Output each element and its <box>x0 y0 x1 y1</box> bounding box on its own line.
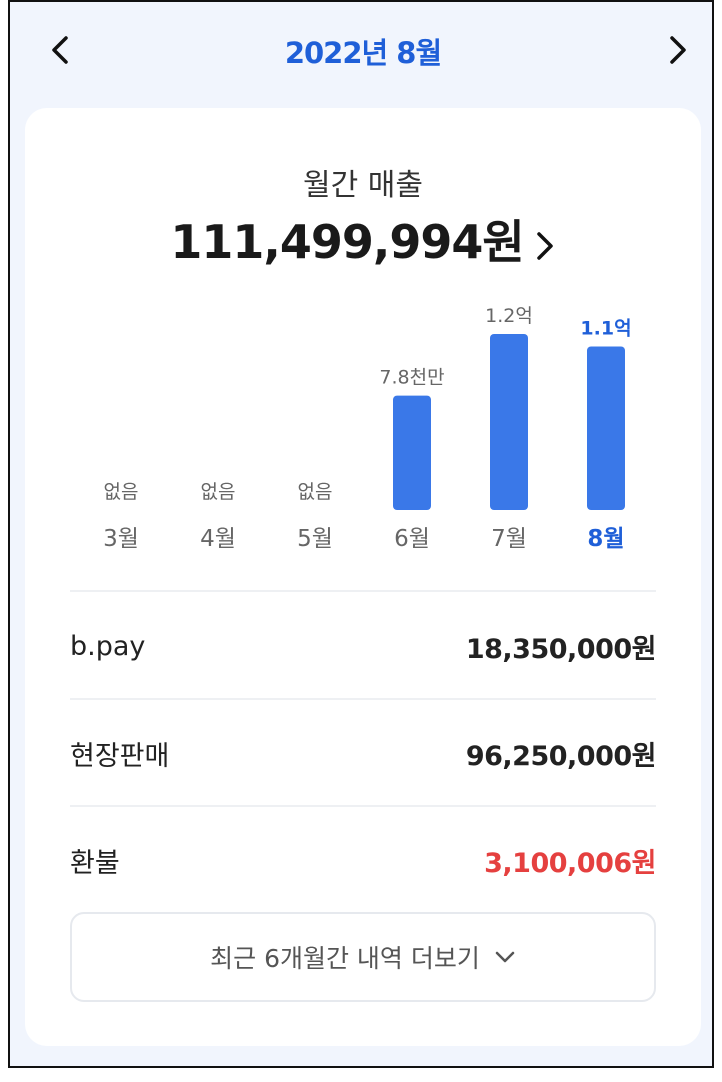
chevron-right-icon <box>536 231 553 260</box>
divider <box>70 805 656 807</box>
bar-group[interactable]: 없음 3월 <box>103 481 139 552</box>
bar-group[interactable]: 없음 5월 <box>297 481 333 552</box>
divider <box>70 590 656 592</box>
view-more-label: 최근 6개월간 내역 더보기 <box>210 944 480 973</box>
bar[interactable] <box>490 334 528 510</box>
breakdown-row-onsite: 현장판매 96,250,000원 <box>70 733 657 773</box>
row-value: 18,350,000원 <box>465 633 657 665</box>
data-label: 없음 <box>201 481 236 503</box>
monthly-sales-label: 월간 매출 <box>303 168 423 203</box>
row-label: 현장판매 <box>70 740 170 772</box>
breakdown-row-refund: 환불 3,100,006원 <box>70 840 656 880</box>
bar-group[interactable]: 1.1억 8월 <box>580 317 631 552</box>
month-tick-label: 5월 <box>297 526 333 552</box>
row-value: 96,250,000원 <box>465 740 657 772</box>
chevron-down-icon <box>495 951 515 963</box>
total-amount: 111,499,994원 <box>170 215 524 269</box>
chevron-left-icon <box>52 36 68 64</box>
data-label: 없음 <box>298 481 333 503</box>
month-tick-label: 6월 <box>394 526 430 552</box>
month-tick-label: 4월 <box>200 526 236 552</box>
month-tick-label: 3월 <box>103 526 139 552</box>
monthly-bar-chart: 없음 3월 없음 4월 없음 5월 7.8천만 6월 1.2억 7월 1.1억 8월 <box>103 305 631 552</box>
next-month-button[interactable] <box>658 30 698 70</box>
view-more-button[interactable]: 최근 6개월간 내역 더보기 <box>70 912 656 1002</box>
bar-group[interactable]: 1.2억 7월 <box>485 305 533 552</box>
monthly-sales-total[interactable]: 111,499,994원 <box>25 206 701 272</box>
bar[interactable] <box>587 346 625 510</box>
divider <box>70 698 656 700</box>
month-tick-label: 8월 <box>587 526 624 552</box>
bar-group[interactable]: 7.8천만 6월 <box>379 367 444 552</box>
breakdown-row-bpay: b.pay 18,350,000원 <box>70 626 657 666</box>
app-screen: 2022년 8월 월간 매출 111,499,994원 없음 3월 없음 4월 없음 5월… <box>8 0 714 1068</box>
chevron-right-icon <box>670 36 686 64</box>
month-tick-label: 7월 <box>491 526 527 552</box>
data-label: 1.1억 <box>580 317 631 339</box>
data-label: 없음 <box>104 481 139 503</box>
data-label: 1.2억 <box>485 305 533 327</box>
month-title: 2022년 8월 <box>284 36 442 70</box>
bar-group[interactable]: 없음 4월 <box>200 481 236 552</box>
bar[interactable] <box>393 395 431 510</box>
row-label: b.pay <box>70 630 146 662</box>
prev-month-button[interactable] <box>42 30 82 70</box>
sales-card: 월간 매출 111,499,994원 없음 3월 없음 4월 없음 5월 7.8천만 6월 1.… <box>25 108 701 1046</box>
row-label: 환불 <box>70 847 120 879</box>
row-value: 3,100,006원 <box>484 847 656 879</box>
data-label: 7.8천만 <box>379 367 444 389</box>
